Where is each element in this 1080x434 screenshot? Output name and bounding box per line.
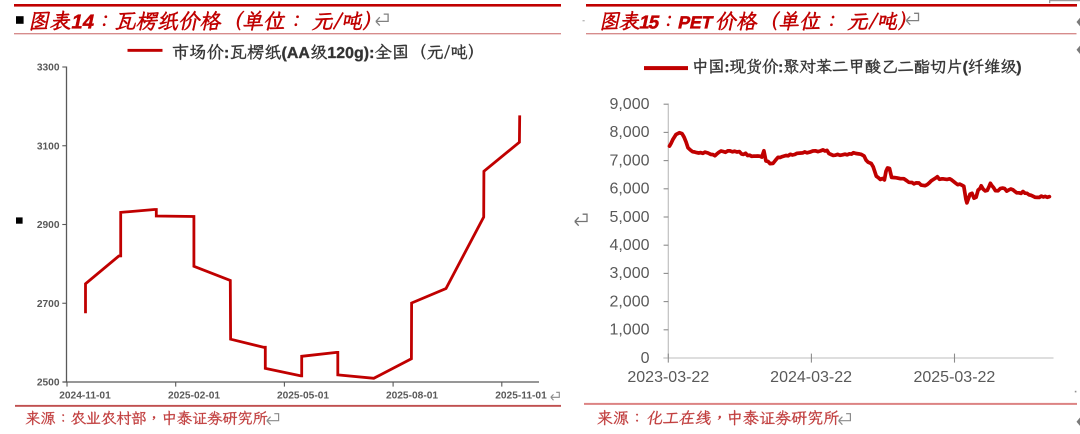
svg-text:8,000: 8,000 bbox=[609, 124, 649, 141]
svg-text:2500: 2500 bbox=[37, 378, 60, 389]
svg-text:3300: 3300 bbox=[37, 63, 60, 74]
svg-text:4,000: 4,000 bbox=[609, 237, 649, 254]
svg-text:2023-03-22: 2023-03-22 bbox=[627, 369, 709, 386]
svg-text:2024-03-22: 2024-03-22 bbox=[770, 369, 852, 386]
svg-text:6,000: 6,000 bbox=[609, 181, 649, 198]
svg-text:3100: 3100 bbox=[37, 141, 60, 152]
svg-text:2900: 2900 bbox=[37, 220, 60, 231]
svg-text:2024-11-01: 2024-11-01 bbox=[59, 390, 111, 401]
svg-text:2025-08-01: 2025-08-01 bbox=[386, 390, 438, 401]
svg-text:5,000: 5,000 bbox=[609, 209, 649, 226]
svg-text:2,000: 2,000 bbox=[609, 293, 649, 310]
svg-text:3,000: 3,000 bbox=[609, 265, 649, 282]
svg-text:2025-05-01: 2025-05-01 bbox=[277, 390, 329, 401]
svg-text:2025-11-01: 2025-11-01 bbox=[495, 390, 547, 401]
svg-text:9,000: 9,000 bbox=[609, 96, 649, 113]
svg-text:1,000: 1,000 bbox=[609, 322, 649, 339]
svg-text:2025-03-22: 2025-03-22 bbox=[913, 369, 995, 386]
svg-text:0: 0 bbox=[641, 350, 650, 367]
svg-text:2700: 2700 bbox=[37, 299, 60, 310]
svg-text:7,000: 7,000 bbox=[609, 152, 649, 169]
svg-text:2025-02-01: 2025-02-01 bbox=[168, 390, 220, 401]
